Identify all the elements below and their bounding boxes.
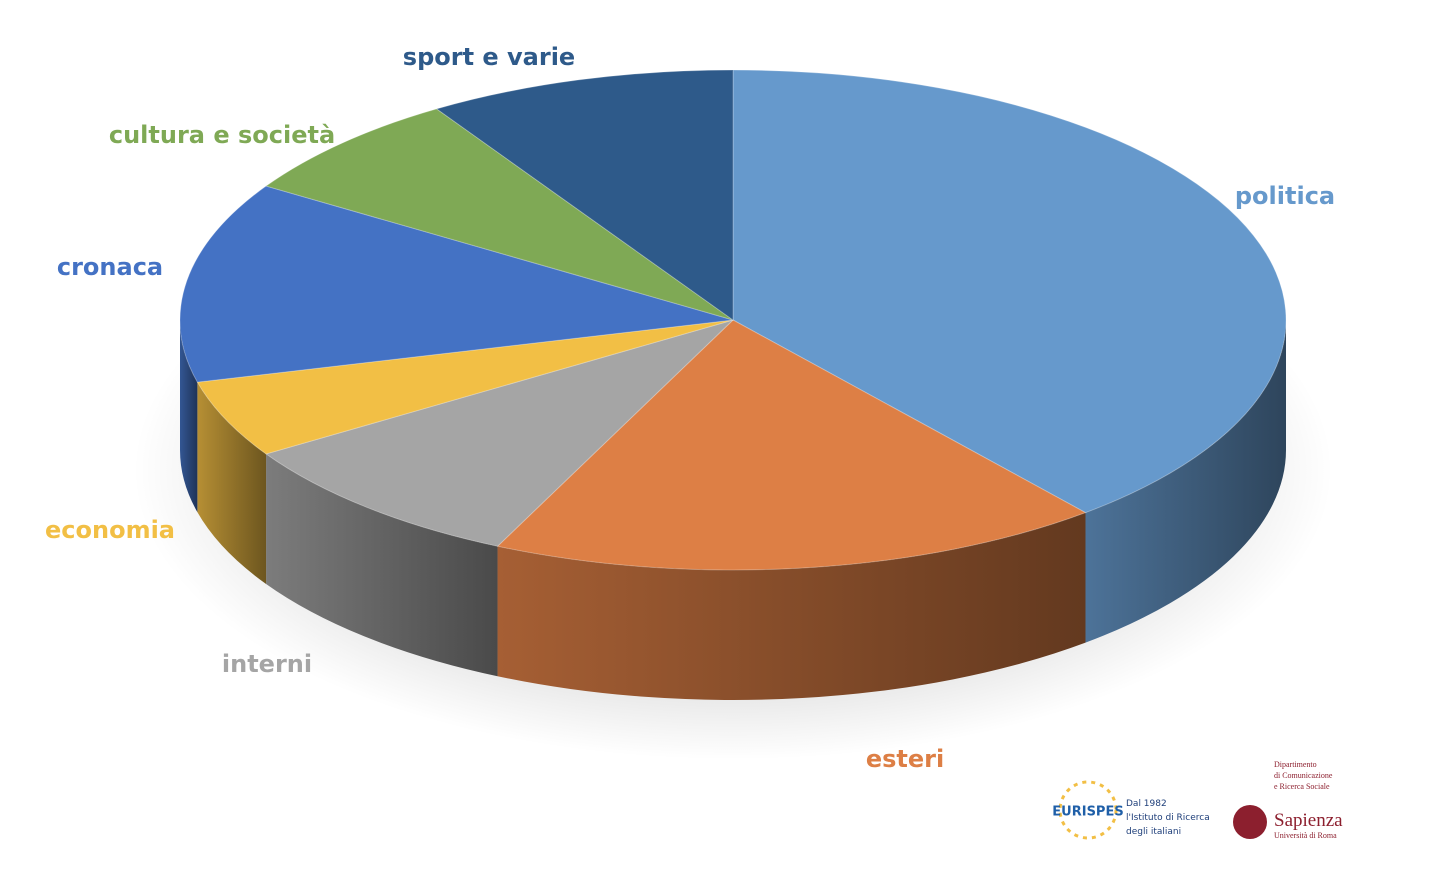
slice-side (197, 382, 267, 584)
slice (264, 319, 734, 547)
logo-line: e Ricerca Sociale (1274, 782, 1330, 791)
logo-line: Università di Roma (1274, 831, 1337, 840)
slice-side (497, 512, 1086, 700)
logo-name: EURISPES (1052, 805, 1123, 820)
slice-label: cronaca (57, 253, 163, 281)
slice (732, 69, 1287, 514)
slice (496, 319, 1087, 571)
slice-label: cultura e società (109, 121, 335, 149)
slice (435, 69, 734, 321)
logo-seal (1233, 805, 1267, 839)
pie (179, 69, 1287, 700)
slice-side (1085, 320, 1286, 643)
slice-label: esteri (866, 745, 944, 773)
slice-side (266, 453, 498, 677)
logo-line: Dipartimento (1274, 760, 1317, 769)
slice-label: politica (1235, 182, 1335, 210)
logo-line: di Comunicazione (1274, 771, 1333, 780)
logo-line: l'Istituto di Ricerca (1126, 813, 1210, 823)
logo-line: degli italiani (1126, 827, 1181, 837)
logo-name: Sapienza (1274, 810, 1343, 831)
logo-line: Dal 1982 (1126, 799, 1167, 809)
slice (179, 185, 734, 383)
slice-label: economia (45, 516, 175, 544)
sapienza-logo: Dipartimento di Comunicazione e Ricerca … (1233, 760, 1343, 840)
slice-label: interni (222, 650, 312, 678)
slice (196, 319, 734, 455)
logo-stars (1058, 780, 1118, 840)
slice-side (180, 320, 198, 513)
labels: politica esteri interni economia cronaca cult… (45, 43, 1335, 773)
slice-label: sport e varie (403, 43, 575, 71)
eurispes-logo: EURISPES Dal 1982 l'Istituto di Ricerca … (1052, 780, 1210, 840)
slice (264, 108, 734, 321)
